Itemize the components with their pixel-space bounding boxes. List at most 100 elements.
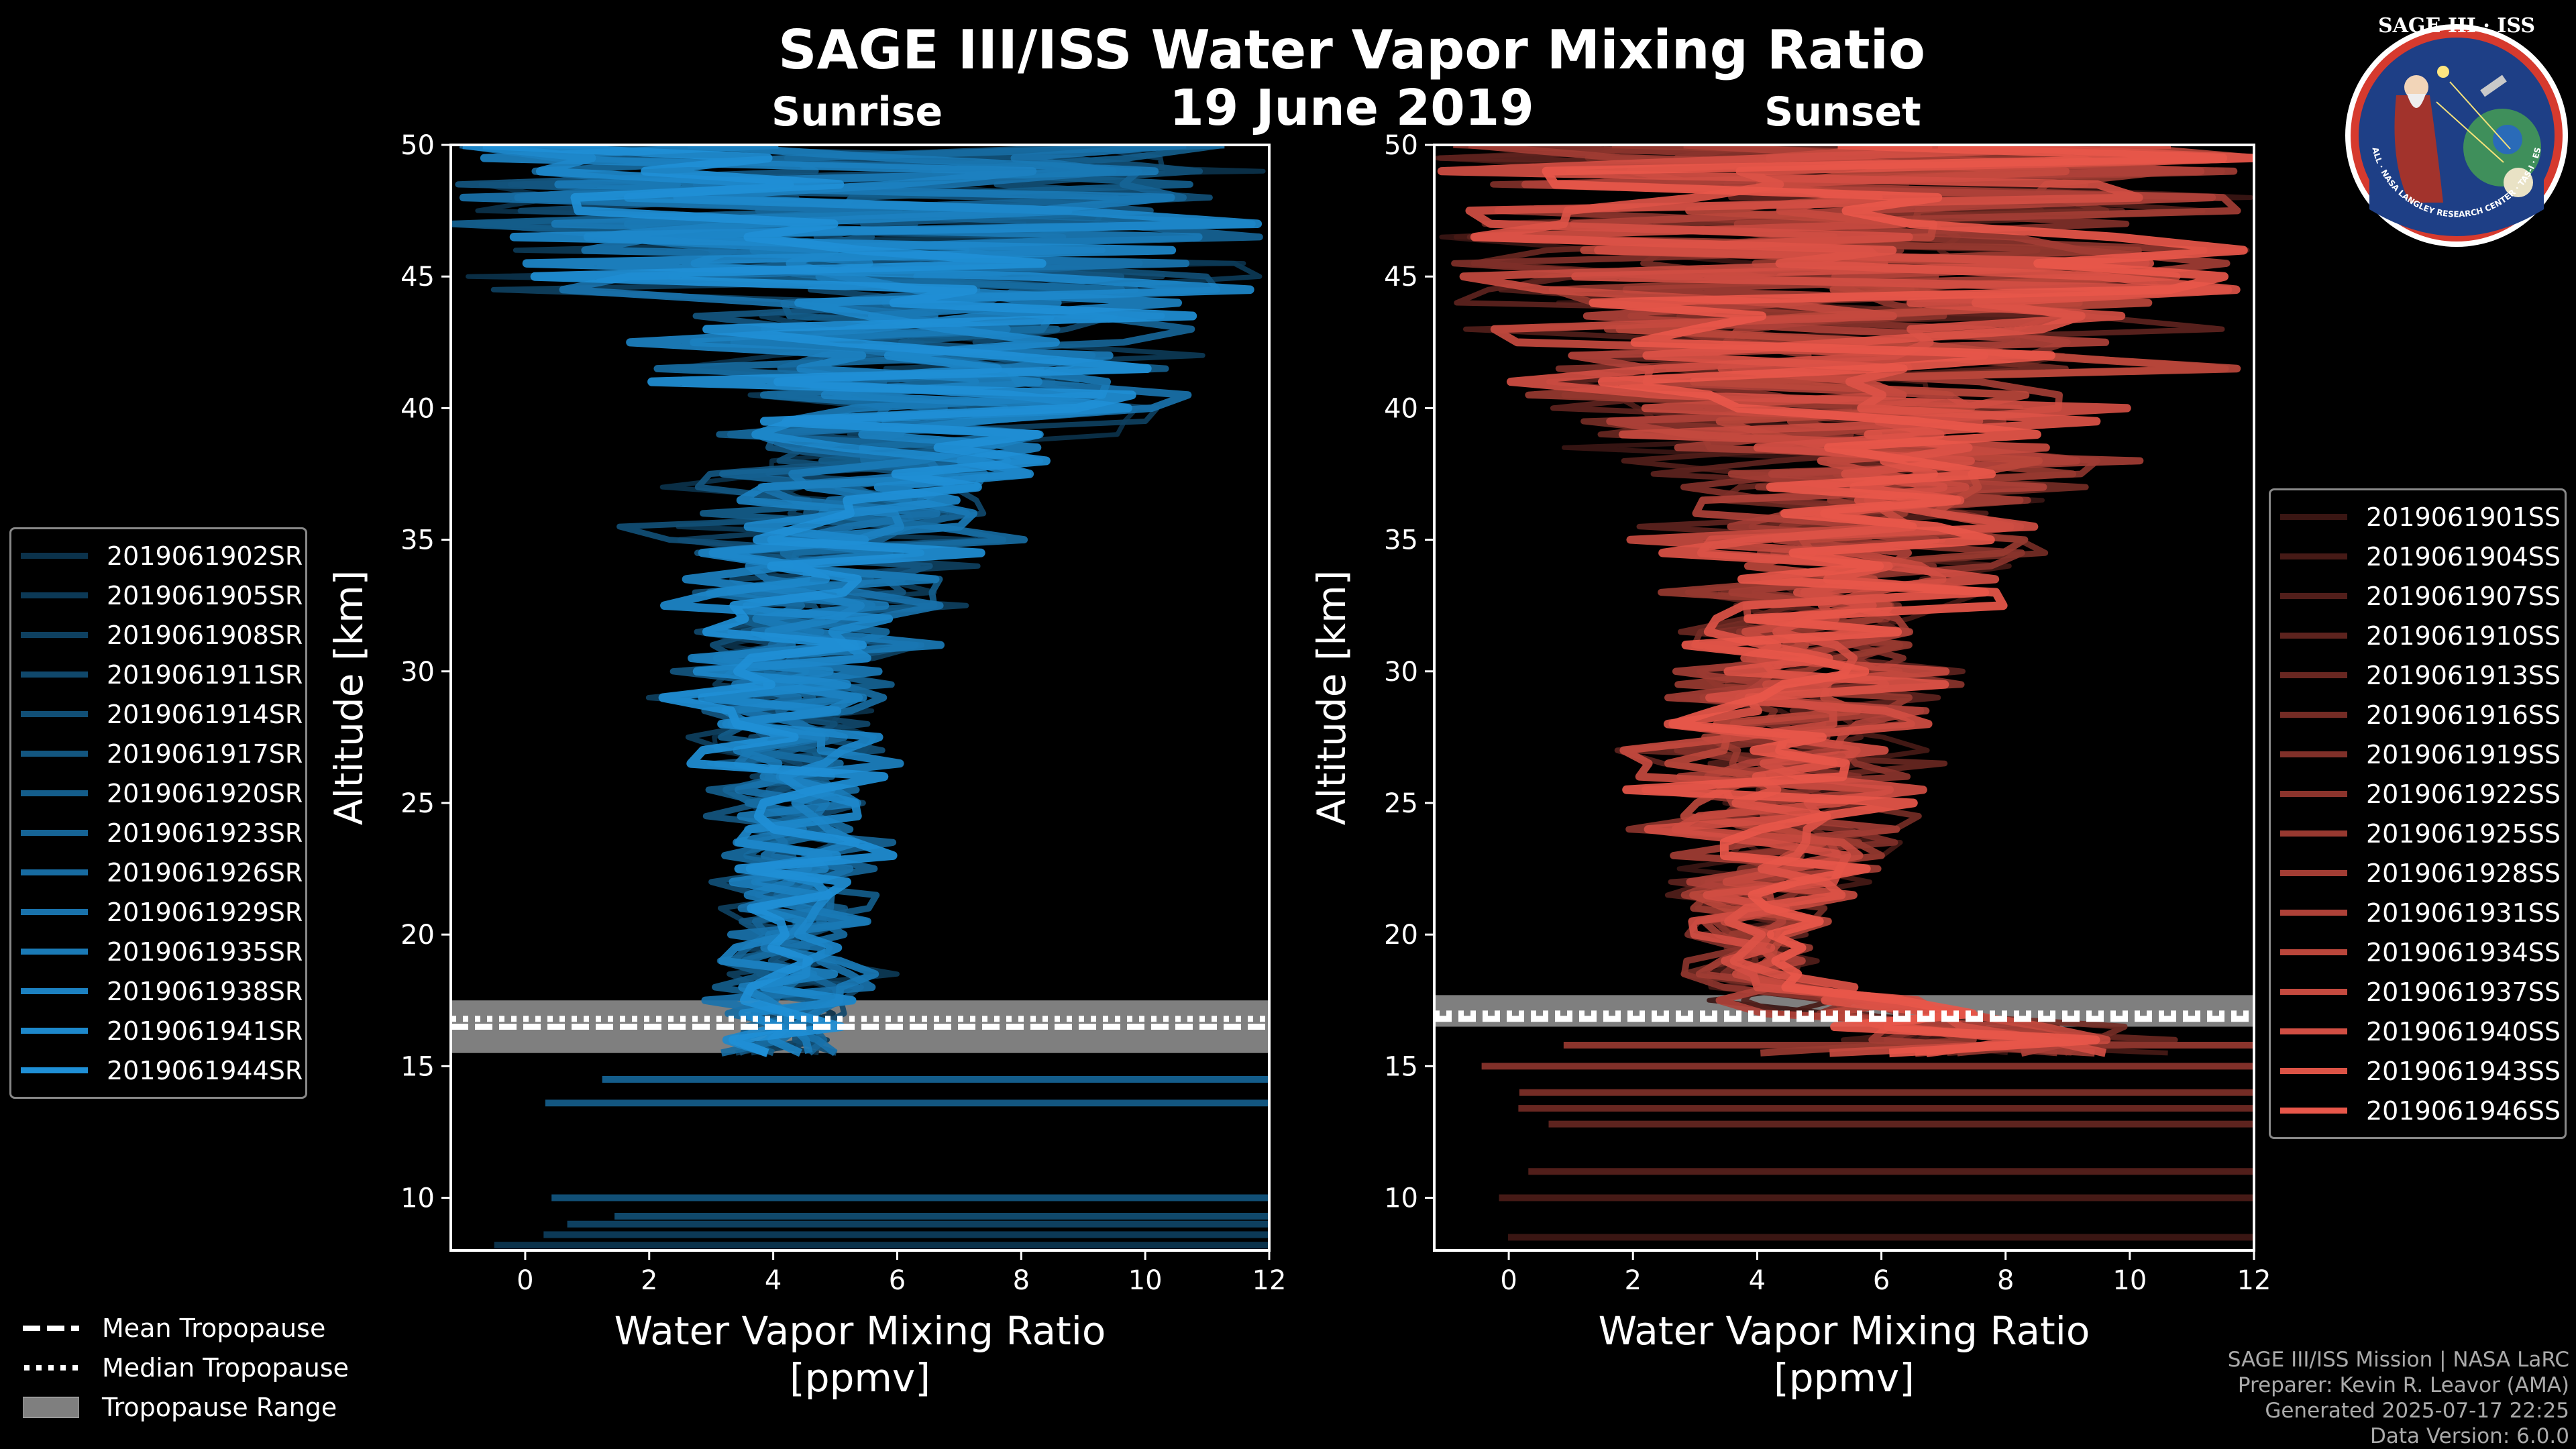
legend-label: 2019061937SS (2366, 977, 2561, 1007)
y-tick-label: 50 (1384, 130, 1418, 161)
iss-station-icon (2480, 74, 2507, 97)
legend-swatch (2280, 712, 2347, 718)
legend-label: 2019061934SS (2366, 937, 2561, 967)
legend-label: 2019061917SR (107, 739, 303, 769)
y-tick-label: 40 (400, 393, 435, 424)
y-tick-label: 35 (400, 525, 435, 556)
y-tick-label: 25 (1384, 788, 1418, 819)
legend-item: 2019061919SS (2280, 735, 2561, 774)
legend-item: 2019061908SR (21, 615, 303, 655)
x-axis-label: Water Vapor Mixing Ratio [ppmv] (614, 1308, 1106, 1401)
x-tick-label: 12 (2237, 1265, 2271, 1296)
legend-label: 2019061925SS (2366, 818, 2561, 849)
sunset-plot: 0 2 4 6 8 10 12 10 15 20 25 30 35 40 45 50 Water Vapor M… (1309, 130, 2271, 1401)
y-tick-label: 25 (400, 788, 435, 819)
legend-item: 2019061907SS (2280, 576, 2561, 616)
legend-swatch (21, 1067, 88, 1073)
legend-label: 2019061946SS (2366, 1095, 2561, 1126)
series-line-2019061944SR (482, 145, 1197, 1057)
legend-label: 2019061919SS (2366, 739, 2561, 769)
legend-item: 2019061904SS (2280, 537, 2561, 576)
legend-label: 2019061938SR (107, 976, 303, 1006)
legend-label: 2019061931SS (2366, 898, 2561, 928)
x-axis-label-line: Water Vapor Mixing Ratio (1599, 1308, 2090, 1354)
x-axis-label: Water Vapor Mixing Ratio [ppmv] (1599, 1308, 2090, 1401)
legend-swatch (21, 830, 88, 836)
sunrise-plot: 0 2 4 6 8 10 12 10 15 20 25 30 35 40 45 50 Water Vapor M… (326, 130, 1286, 1401)
y-tick-label: 30 (1384, 657, 1418, 688)
wizard-robe-icon (2394, 95, 2443, 203)
wizard-beard-icon (2407, 94, 2426, 108)
legend-item: 2019061914SR (21, 694, 303, 734)
legend-swatch (2280, 672, 2347, 678)
legend-swatch (2280, 514, 2347, 520)
legend-swatch (21, 632, 88, 638)
x-tick-label: 0 (1500, 1265, 1517, 1296)
y-tick-label: 10 (400, 1183, 435, 1214)
legend-swatch (2280, 751, 2347, 757)
legend-label: 2019061907SS (2366, 581, 2561, 611)
x-tick-label: 6 (1873, 1265, 1890, 1296)
legend-item: 2019061935SR (21, 932, 303, 971)
x-tick-label: 10 (1128, 1265, 1163, 1296)
legend-mean-tropopause: Mean Tropopause (23, 1308, 349, 1348)
legend-item: 2019061940SS (2280, 1012, 2561, 1051)
y-tick-label: 15 (1384, 1051, 1418, 1082)
legend-label: 2019061901SS (2366, 502, 2561, 532)
legend-label: 2019061920SR (107, 778, 303, 808)
x-tick-label: 2 (1625, 1265, 1642, 1296)
legend-swatch (2280, 1108, 2347, 1114)
y-tick-label: 10 (1384, 1183, 1418, 1214)
y-tick-label: 40 (1384, 393, 1418, 424)
legend-swatch (21, 592, 88, 598)
legend-label: 2019061928SS (2366, 858, 2561, 888)
legend-label: 2019061929SR (107, 897, 303, 927)
legend-label: 2019061916SS (2366, 700, 2561, 730)
legend-swatch (21, 988, 88, 994)
legend-swatch (21, 751, 88, 757)
legend-swatch (21, 711, 88, 717)
wizard-head-icon (2404, 75, 2428, 99)
legend-item: 2019061941SR (21, 1011, 303, 1051)
sunset-panel-title: Sunset (1764, 89, 1921, 136)
legend-item: 2019061911SR (21, 655, 303, 694)
legend-label: 2019061904SS (2366, 541, 2561, 572)
series-line-2019061943SS (1470, 145, 2254, 1057)
legend-item: 2019061931SS (2280, 893, 2561, 932)
legend-label: 2019061944SR (107, 1055, 303, 1085)
series-line-2019061946SS (1542, 145, 2248, 1058)
legend-label: Median Tropopause (102, 1352, 349, 1383)
x-tick-label: 12 (1252, 1265, 1287, 1296)
legend-swatch (21, 672, 88, 678)
x-tick-label: 2 (641, 1265, 657, 1296)
legend-item: 2019061910SS (2280, 616, 2561, 655)
credit-line: Generated 2025-07-17 22:25 (2265, 1399, 2569, 1423)
light-ray-icon (2436, 101, 2504, 163)
legend-swatch (2280, 949, 2347, 955)
badge-lower-band (2369, 166, 2544, 236)
legend-label: Mean Tropopause (102, 1313, 326, 1343)
plot-frame (1433, 144, 2255, 1252)
tropopause-legend: Mean Tropopause Median Tropopause Tropop… (23, 1308, 349, 1427)
legend-label: Tropopause Range (102, 1392, 337, 1422)
sunrise-legend: 2019061902SR 2019061905SR 2019061908SR 2019… (9, 527, 307, 1099)
sunrise-panel-title: Sunrise (771, 89, 943, 136)
legend-swatch (21, 909, 88, 915)
legend-item: 2019061946SS (2280, 1091, 2561, 1130)
legend-item: 2019061925SS (2280, 814, 2561, 853)
legend-label: 2019061913SS (2366, 660, 2561, 690)
legend-item: 2019061934SS (2280, 932, 2561, 972)
legend-swatch (21, 790, 88, 796)
legend-swatch (2280, 553, 2347, 559)
x-axis-label-line: [ppmv] (1774, 1355, 1915, 1401)
x-tick-label: 8 (1013, 1265, 1030, 1296)
credit-line: Data Version: 6.0.0 (2369, 1424, 2569, 1448)
legend-label: 2019061908SR (107, 620, 303, 650)
legend-item: 2019061926SR (21, 853, 303, 892)
plot-area (451, 145, 1269, 1249)
plot-frame (449, 144, 1271, 1252)
credit-line: Preparer: Kevin R. Leavor (AMA) (2237, 1373, 2569, 1397)
x-axis-label-line: [ppmv] (790, 1355, 930, 1401)
legend-label: 2019061922SS (2366, 779, 2561, 809)
y-tick-label: 20 (400, 920, 435, 951)
